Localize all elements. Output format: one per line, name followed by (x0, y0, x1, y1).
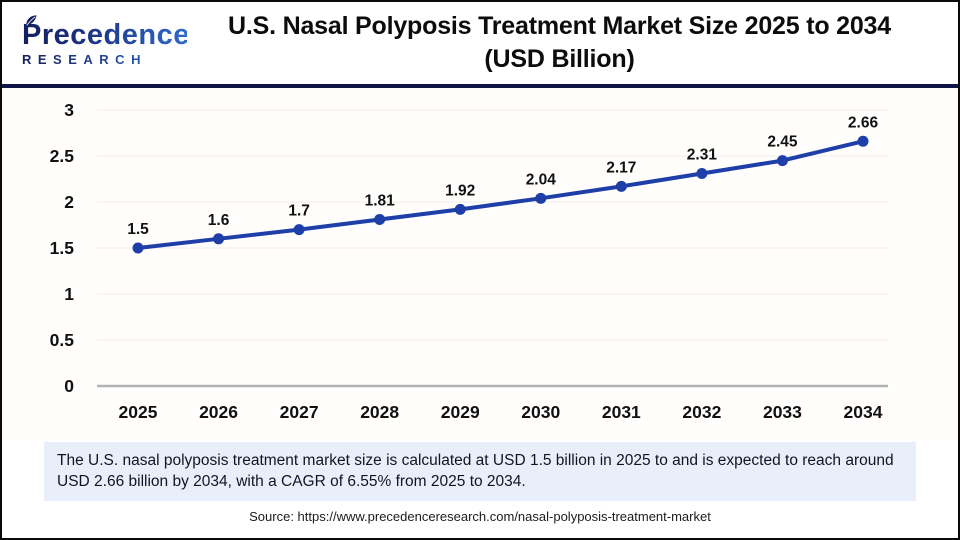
x-tick-label: 2034 (844, 402, 883, 422)
precedence-research-logo: Precedence RESEARCH (2, 14, 190, 66)
y-tick-label: 2 (64, 192, 74, 212)
y-tick-label: 2.5 (50, 146, 75, 166)
x-tick-label: 2026 (199, 402, 238, 422)
data-point (535, 192, 547, 204)
data-point (857, 135, 869, 147)
chart-area: 0 0.5 1 1.5 2 2.5 3 2025 2026 2027 2028 2029 2030 203… (2, 88, 958, 440)
header: Precedence RESEARCH U.S. Nasal Polyposis… (2, 2, 958, 88)
y-tick-label: 3 (64, 100, 74, 120)
data-point (615, 180, 627, 192)
data-point-label: 1.7 (288, 203, 310, 220)
data-point-label: 2.04 (526, 171, 557, 188)
y-tick-label: 1 (64, 284, 74, 304)
x-tick-label: 2025 (119, 402, 158, 422)
data-point-label: 2.66 (848, 114, 879, 131)
summary-note: The U.S. nasal polyposis treatment marke… (44, 442, 916, 501)
data-point (374, 213, 386, 225)
data-point-label: 2.45 (767, 134, 798, 151)
summary-line-1: The U.S. nasal polyposis treatment marke… (57, 452, 894, 469)
data-point-label: 1.81 (365, 192, 396, 209)
x-tick-label: 2031 (602, 402, 641, 422)
y-tick-label: 0 (64, 376, 74, 396)
x-tick-label: 2030 (521, 402, 560, 422)
market-size-line-chart: 0 0.5 1 1.5 2 2.5 3 2025 2026 2027 2028 2029 2030 203… (50, 100, 888, 422)
leaf-icon (26, 14, 37, 26)
chart-title: U.S. Nasal Polyposis Treatment Market Si… (187, 10, 958, 76)
data-point (132, 242, 144, 254)
logo-wordmark: Precedence (22, 18, 190, 51)
data-point (213, 233, 225, 245)
y-tick-label: 0.5 (50, 330, 75, 350)
data-point (454, 203, 466, 215)
chart-title-line2: (USD Billion) (484, 45, 635, 73)
data-point-label: 1.6 (208, 212, 230, 229)
chart-title-line1: U.S. Nasal Polyposis Treatment Market Si… (228, 12, 891, 40)
data-point-label: 2.31 (687, 146, 718, 163)
y-tick-label: 1.5 (50, 238, 75, 258)
data-point-label: 2.17 (606, 159, 636, 176)
summary-line-2: USD 2.66 billion by 2034, with a CAGR of… (57, 473, 526, 490)
data-point-label: 1.5 (127, 221, 149, 238)
source-citation: Source: https://www.precedenceresearch.c… (249, 509, 711, 524)
x-tick-label: 2032 (682, 402, 721, 422)
x-tick-label: 2033 (763, 402, 802, 422)
logo-subtitle: RESEARCH (22, 53, 187, 66)
data-point-label: 1.92 (445, 182, 475, 199)
x-tick-label: 2027 (280, 402, 319, 422)
x-tick-label: 2029 (441, 402, 480, 422)
data-point (293, 224, 305, 236)
data-point (696, 167, 708, 179)
series-line (136, 139, 865, 250)
data-point (776, 155, 788, 167)
x-tick-label: 2028 (360, 402, 399, 422)
